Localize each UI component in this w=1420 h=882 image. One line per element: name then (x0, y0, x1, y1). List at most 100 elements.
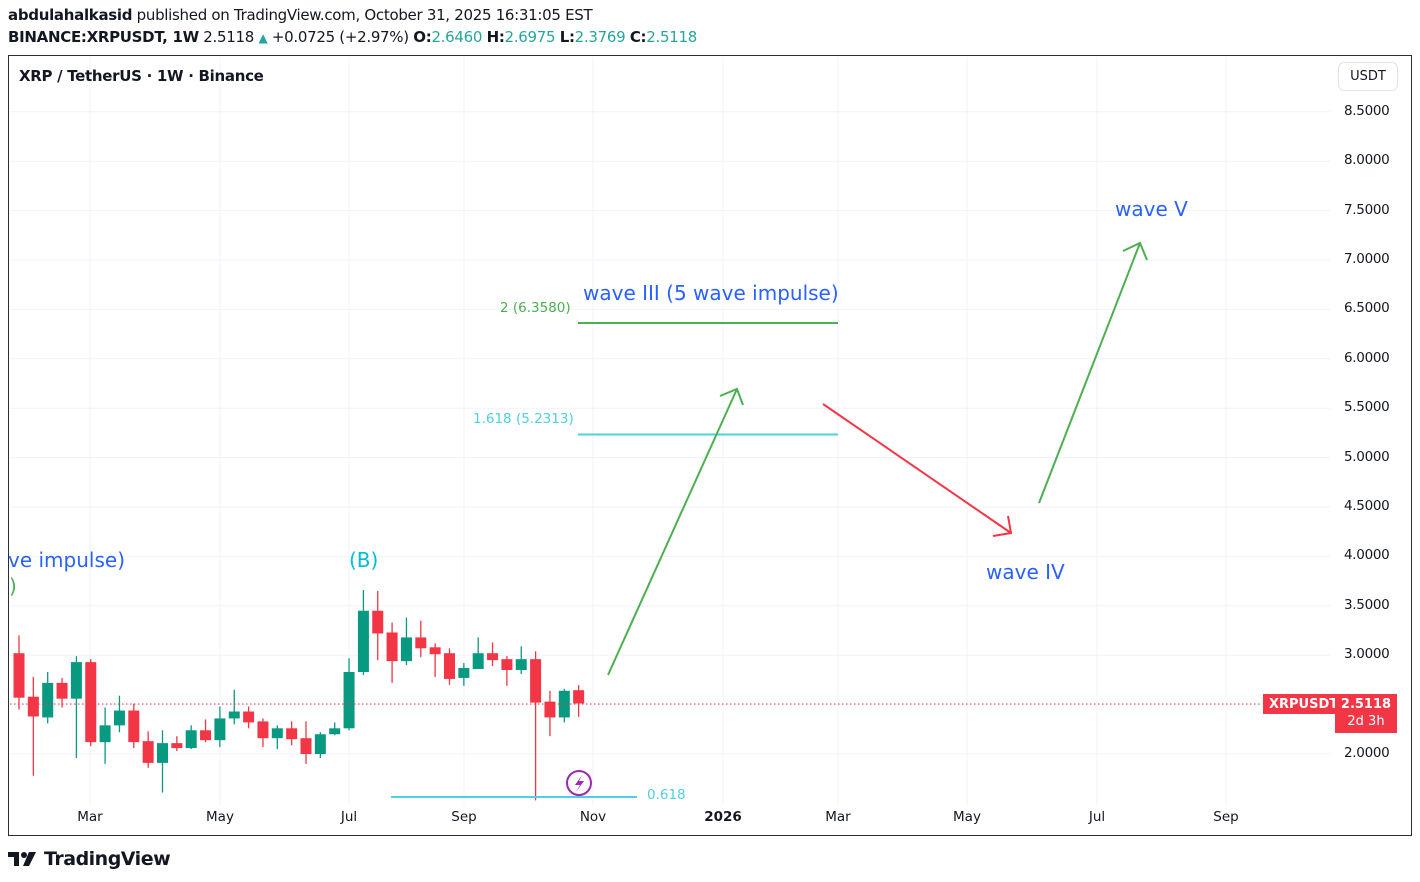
candle (314, 734, 326, 754)
candle (429, 647, 441, 655)
price-tick-label: 5.0000 (1344, 448, 1390, 465)
price-tick-label: 8.0000 (1344, 152, 1390, 169)
candle (386, 632, 398, 662)
time-tick-label: 2026 (704, 809, 742, 825)
candle (171, 743, 183, 749)
candle (13, 653, 25, 698)
price-tick-label: 7.0000 (1344, 251, 1390, 267)
price-tick-label: 4.5000 (1344, 498, 1390, 514)
price-tick-label: 6.5000 (1344, 300, 1390, 317)
candle (544, 701, 556, 718)
time-tick-label: Mar (825, 809, 851, 825)
candle (185, 730, 197, 749)
wave-iv-arrow[interactable] (822, 403, 1013, 537)
candle (530, 659, 542, 703)
candle (558, 690, 570, 718)
candle (286, 728, 298, 740)
wave-iii-arrow[interactable] (607, 387, 744, 676)
price-tick-label: 3.5000 (1344, 596, 1390, 613)
author-name[interactable]: abdulahalkasid (8, 6, 133, 24)
price-tick-label: 4.0000 (1344, 547, 1390, 564)
fib-1618-label: 1.618 (5.2313) (473, 411, 574, 427)
chart-frame (8, 55, 1412, 836)
candle (27, 696, 39, 717)
candle (444, 653, 455, 679)
wave-paren-partial[interactable]: ) (9, 574, 17, 598)
candle (214, 718, 226, 741)
candle (157, 743, 168, 763)
candle (501, 659, 513, 671)
close-value: 2.5118 (646, 28, 697, 46)
time-tick-label: Sep (451, 809, 477, 825)
wave-iv-label[interactable]: wave IV (986, 560, 1065, 584)
time-tick-label: May (206, 809, 234, 825)
candle (329, 728, 341, 735)
candle (415, 637, 427, 649)
time-tick-label: May (953, 809, 981, 825)
low-value: 2.3769 (574, 28, 626, 46)
candle (472, 653, 484, 670)
candle (228, 711, 240, 719)
candle (142, 741, 154, 763)
candle (56, 682, 68, 699)
candle (42, 682, 54, 718)
candle (573, 690, 585, 704)
candle (85, 662, 97, 743)
candle (128, 710, 140, 743)
price-change: +0.0725 (+2.97%) (271, 28, 409, 46)
candle (357, 610, 369, 672)
wave-v-arrow[interactable] (1038, 241, 1148, 504)
current-price-tag: 2.5118 2d 3h (1335, 694, 1397, 733)
chart-legend-title[interactable]: XRP / TetherUS · 1W · Binance (19, 67, 264, 85)
high-value: 2.6975 (504, 28, 556, 46)
candle (257, 721, 269, 739)
time-tick-label: Jul (1088, 809, 1106, 825)
wave-iii-label[interactable]: wave III (5 wave impulse) (583, 281, 839, 305)
time-tick-label: Nov (579, 809, 607, 825)
bar-countdown: 2d 3h (1347, 714, 1385, 729)
symbol-price-tag: XRPUSDT (1263, 694, 1345, 714)
last-price: 2.5118 (203, 28, 254, 46)
candlestick-series (13, 589, 585, 801)
candle (243, 711, 255, 723)
grid-lines (10, 57, 1330, 806)
price-tick-label: 3.0000 (1344, 646, 1390, 663)
candle (343, 671, 355, 729)
currency-unit-button[interactable]: USDT (1338, 62, 1398, 91)
candle (458, 668, 470, 678)
candle (271, 728, 283, 739)
publish-info: abdulahalkasid published on TradingView.… (8, 6, 593, 24)
high-label: H: (486, 28, 505, 46)
low-label: L: (559, 28, 575, 46)
candle (113, 710, 125, 726)
time-tick-label: Jul (340, 809, 358, 825)
candle (487, 653, 499, 661)
time-tick-label: Mar (77, 809, 103, 825)
wave-b-label[interactable]: (B) (349, 548, 379, 572)
symbol-info-bar: BINANCE:XRPUSDT, 1W 2.5118 ▲ +0.0725 (+2… (8, 28, 697, 46)
symbol-interval: BINANCE:XRPUSDT, 1W (8, 28, 199, 46)
wave-label-partial[interactable]: ve impulse) (8, 548, 125, 572)
price-tick-label: 6.0000 (1344, 349, 1390, 366)
published-text: published on TradingView.com, October 31… (136, 6, 593, 24)
up-arrow-icon: ▲ (258, 31, 268, 45)
candle (300, 738, 312, 754)
price-tick-label: 7.5000 (1344, 201, 1390, 218)
price-tick-label: 8.5000 (1344, 102, 1390, 119)
lightning-event-icon[interactable] (566, 770, 592, 796)
candle (200, 730, 212, 741)
fib-2-label: 2 (6.3580) (500, 300, 571, 316)
candle (515, 659, 527, 671)
tradingview-logo[interactable]: TradingView (8, 848, 171, 870)
logo-text: TradingView (44, 848, 171, 870)
candle (400, 637, 412, 662)
current-price-value: 2.5118 (1340, 697, 1392, 712)
open-label: O: (413, 28, 432, 46)
price-tick-label: 5.5000 (1344, 399, 1390, 416)
wave-v-label[interactable]: wave V (1115, 197, 1188, 221)
fib-0618-label: 0.618 (647, 787, 686, 803)
open-value: 2.6460 (431, 28, 483, 46)
candle (70, 662, 82, 699)
tradingview-logo-icon (8, 852, 36, 866)
